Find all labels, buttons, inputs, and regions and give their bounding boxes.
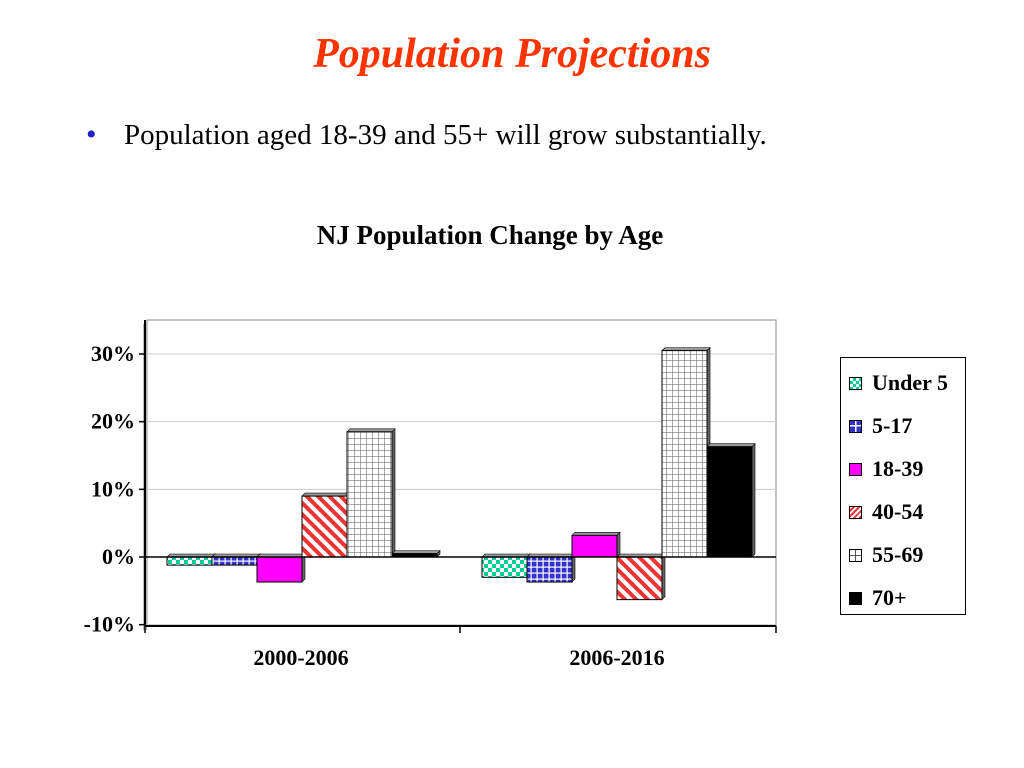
- slide-title: Population Projections: [313, 31, 711, 77]
- legend-label-5-17: 5-17: [872, 413, 913, 438]
- x-tick-label: 2006-2016: [569, 645, 664, 670]
- bullet-text: Population aged 18-39 and 55+ will grow …: [124, 119, 767, 151]
- axes: -10% 0% 10% 20% 30% 2000-2006 2006-2016: [84, 320, 777, 670]
- bar-under-5-2: [481, 556, 528, 578]
- x-tick-label: 2000-2006: [253, 645, 348, 670]
- legend-item-5-17: 5-17: [849, 411, 912, 441]
- bar-18-39-2: [571, 534, 618, 558]
- y-tick-label: -10%: [84, 612, 135, 637]
- legend-label-55-69: 55-69: [872, 542, 924, 567]
- legend-swatch-5-17: [849, 419, 862, 433]
- bullet-item: • Population aged 18-39 and 55+ will grow…: [86, 118, 767, 152]
- y-tick-label: 20%: [91, 409, 135, 434]
- bars: [166, 346, 756, 601]
- bar-70-2: [706, 446, 753, 558]
- bar-55-69-2: [661, 350, 708, 558]
- legend-item-under-5: Under 5: [849, 368, 948, 398]
- bar-40-54-1: [301, 495, 348, 558]
- chart-title: NJ Population Change by Age: [316, 220, 664, 250]
- bar-5-17-1: [211, 556, 258, 566]
- legend-item-18-39: 18-39: [849, 454, 923, 484]
- legend-item-70-plus: 70+: [849, 583, 907, 613]
- legend-label-under-5: Under 5: [872, 370, 948, 395]
- legend-item-55-69: 55-69: [849, 540, 923, 570]
- legend-label-70-plus: 70+: [872, 585, 907, 610]
- legend-swatch-70-plus: [849, 591, 862, 605]
- legend-swatch-18-39: [849, 462, 862, 476]
- legend: Under 5 5-17 18-39 40-54 55-69 70+: [840, 357, 966, 615]
- y-tick-label: 0%: [102, 544, 135, 569]
- y-tick-label: 10%: [91, 476, 135, 501]
- y-tick-label: 30%: [91, 341, 135, 366]
- bar-under-5-1: [166, 556, 213, 566]
- bar-55-69-1: [346, 431, 393, 558]
- bar-5-17-2: [526, 556, 573, 583]
- legend-swatch-under-5: [849, 376, 862, 390]
- bar-18-39-1: [256, 556, 303, 583]
- legend-swatch-55-69: [849, 548, 862, 562]
- bullet-dot-icon: •: [86, 118, 97, 151]
- bar-40-54-2: [616, 556, 663, 601]
- legend-item-40-54: 40-54: [849, 497, 923, 527]
- legend-label-40-54: 40-54: [872, 499, 924, 524]
- legend-swatch-40-54: [849, 505, 862, 519]
- legend-label-18-39: 18-39: [872, 456, 924, 481]
